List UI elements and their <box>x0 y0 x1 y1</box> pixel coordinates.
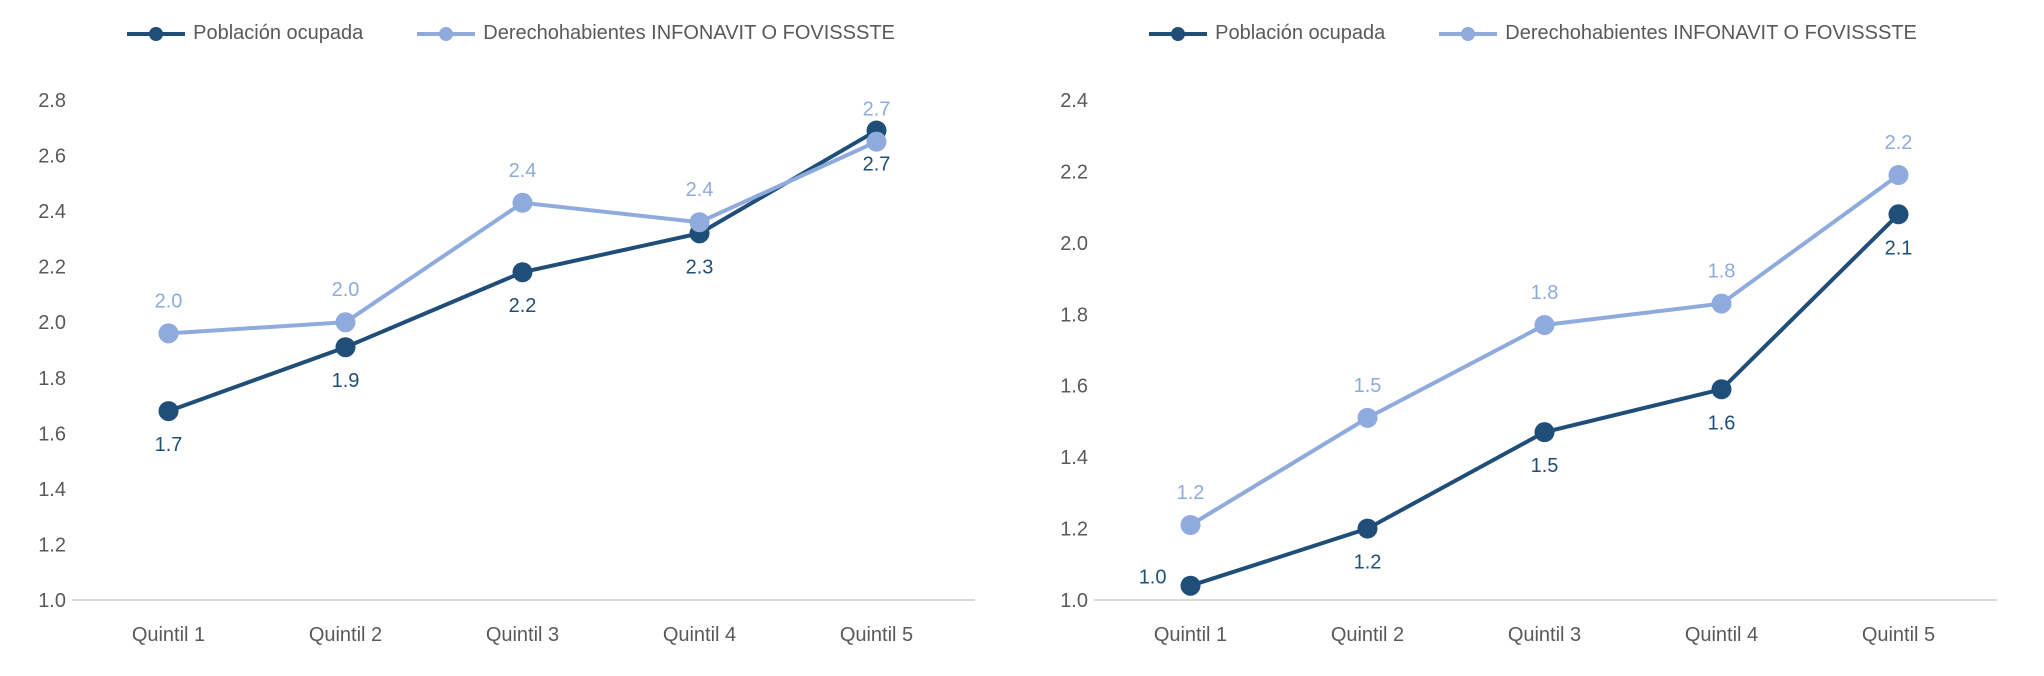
x-category-label: Quintil 5 <box>1862 624 1935 646</box>
data-point <box>1711 293 1732 314</box>
y-tick-label: 1.4 <box>38 479 66 501</box>
y-tick-label: 1.2 <box>1060 519 1088 541</box>
y-tick-label: 1.2 <box>38 534 66 556</box>
legend-label: Población ocupada <box>1215 22 1386 44</box>
y-tick-label: 1.0 <box>38 590 66 612</box>
data-label: 1.9 <box>332 370 360 392</box>
legend-item-poblacion-ocupada: Población ocupada <box>127 22 363 45</box>
data-label: 1.5 <box>1531 455 1559 477</box>
data-label: 1.8 <box>1531 282 1559 304</box>
y-tick-label: 1.8 <box>38 368 66 390</box>
x-category-label: Quintil 1 <box>1154 624 1227 646</box>
data-point <box>335 337 356 358</box>
x-category-label: Quintil 4 <box>1685 624 1758 646</box>
data-label: 1.5 <box>1354 375 1382 397</box>
data-point <box>158 323 179 344</box>
legend-label: Derechohabientes INFONAVIT O FOVISSSTE <box>483 22 895 44</box>
y-tick-label: 2.8 <box>38 90 66 112</box>
line-marker-icon <box>417 26 476 41</box>
legend-item-poblacion-ocupada: Población ocupada <box>1149 22 1385 45</box>
legend-item-derechohabientes: Derechohabientes INFONAVIT O FOVISSSTE <box>1439 22 1917 45</box>
x-category-label: Quintil 4 <box>663 624 736 646</box>
line-marker-icon <box>1149 26 1208 41</box>
data-point <box>1534 422 1555 443</box>
y-tick-label: 1.4 <box>1060 447 1088 469</box>
legend-left: Población ocupada Derechohabientes INFON… <box>0 22 1022 45</box>
data-point <box>512 262 533 283</box>
data-point <box>1357 518 1378 539</box>
y-tick-label: 1.0 <box>1060 590 1088 612</box>
y-tick-label: 1.6 <box>1060 376 1088 398</box>
y-tick-label: 1.6 <box>38 423 66 445</box>
y-tick-label: 2.2 <box>38 257 66 279</box>
data-point <box>1180 515 1201 535</box>
data-label: 1.6 <box>1708 412 1736 434</box>
x-category-label: Quintil 2 <box>309 624 382 646</box>
data-label: 2.1 <box>1885 237 1913 259</box>
y-tick-label: 2.0 <box>38 312 66 334</box>
data-label: 2.0 <box>155 290 183 312</box>
x-category-label: Quintil 1 <box>132 624 205 646</box>
legend-dot-icon <box>1171 26 1186 41</box>
legend-dot-icon <box>1461 26 1476 41</box>
data-point <box>866 131 887 152</box>
line-marker-icon <box>127 26 186 41</box>
legend-label: Derechohabientes INFONAVIT O FOVISSSTE <box>1505 22 1917 44</box>
y-tick-label: 2.0 <box>1060 233 1088 255</box>
legend-item-derechohabientes: Derechohabientes INFONAVIT O FOVISSSTE <box>417 22 895 45</box>
data-point <box>1180 575 1201 596</box>
chart-right: Población ocupada Derechohabientes INFON… <box>1022 0 2044 676</box>
data-point <box>1534 315 1555 335</box>
data-label: 2.3 <box>686 256 714 278</box>
data-label: 2.7 <box>863 99 891 121</box>
data-label: 1.7 <box>155 434 183 456</box>
line-plot-left: 2.8 2.6 2.4 2.2 2.0 1.8 1.6 1.4 1.2 1.0 Quintil 1 Q… <box>38 90 975 646</box>
data-point <box>512 192 533 213</box>
x-category-label: Quintil 3 <box>1508 624 1581 646</box>
legend-right: Población ocupada Derechohabientes INFON… <box>1022 22 2044 45</box>
y-tick-label: 1.8 <box>1060 304 1088 326</box>
y-tick-label: 2.6 <box>38 146 66 168</box>
chart-left: Población ocupada Derechohabientes INFON… <box>0 22 1022 646</box>
data-point <box>1888 204 1909 225</box>
data-label: 2.2 <box>1885 132 1913 154</box>
data-label: 1.0 <box>1139 567 1167 589</box>
data-point <box>1711 379 1732 400</box>
data-label: 1.2 <box>1177 482 1205 504</box>
legend-dot-icon <box>149 26 164 41</box>
y-tick-label: 2.2 <box>1060 161 1088 183</box>
data-point <box>689 212 710 233</box>
x-category-label: Quintil 2 <box>1331 624 1404 646</box>
data-label: 2.4 <box>509 160 537 182</box>
x-category-label: Quintil 3 <box>486 624 559 646</box>
line-marker-icon <box>1439 26 1498 41</box>
series-line-0 <box>1189 212 1900 588</box>
x-category-label: Quintil 5 <box>840 624 913 646</box>
legend-label: Población ocupada <box>193 22 364 44</box>
data-label: 2.7 <box>863 154 891 176</box>
y-tick-label: 2.4 <box>1060 90 1088 112</box>
y-tick-label: 2.4 <box>38 201 66 223</box>
data-point <box>1357 407 1378 428</box>
data-point <box>1888 165 1909 185</box>
data-label: 2.4 <box>686 179 714 201</box>
data-label: 2.0 <box>332 279 360 301</box>
data-point <box>335 312 356 333</box>
data-point <box>158 401 179 422</box>
data-label: 2.2 <box>509 295 537 317</box>
line-plot-right: 2.4 2.2 2.0 1.8 1.6 1.4 1.2 1.0 Quintil 1 Quintil… <box>1060 90 1997 646</box>
data-label: 1.2 <box>1354 552 1382 574</box>
legend-dot-icon <box>439 26 454 41</box>
data-label: 1.8 <box>1708 261 1736 283</box>
